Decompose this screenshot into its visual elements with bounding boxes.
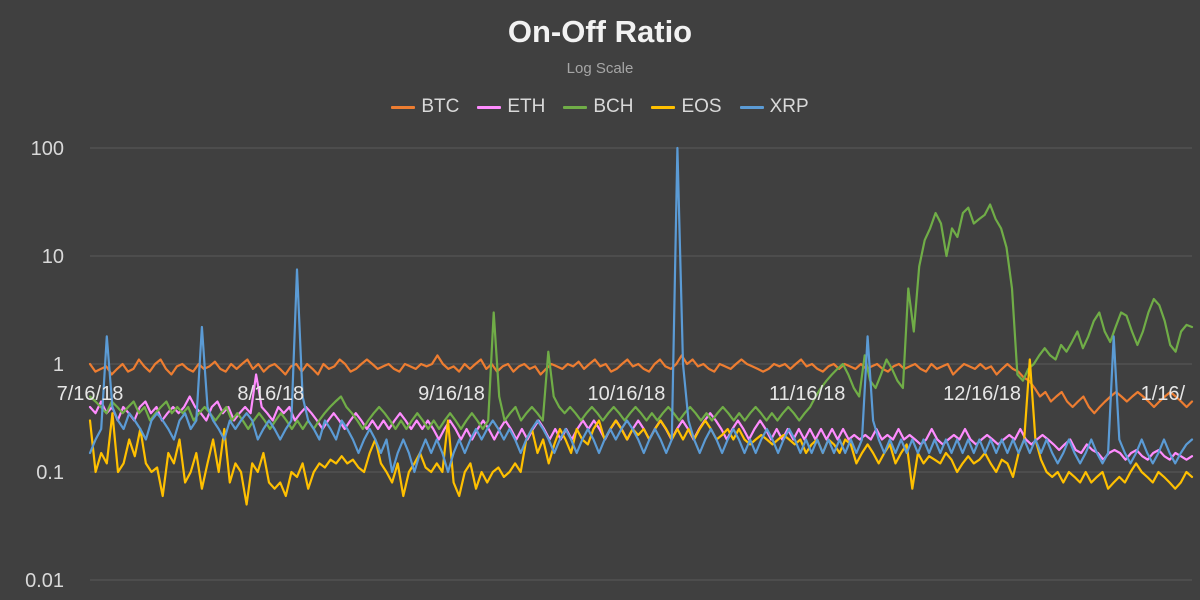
x-tick-label: 11/16/18: [769, 383, 845, 405]
y-tick-label: 100: [31, 138, 64, 160]
legend-item-eos: EOS: [651, 96, 722, 118]
series-line-eth: [88, 373, 1194, 461]
legend-label-xrp: XRP: [769, 96, 809, 117]
legend-item-eth: ETH: [477, 96, 545, 118]
series-line-btc: [88, 354, 1194, 415]
x-tick-label: 10/16/18: [587, 383, 665, 405]
x-tick-label: 12/16/18: [943, 383, 1021, 405]
x-tick-label: 1/16/: [1141, 383, 1186, 405]
legend-swatch-xrp: [739, 105, 764, 109]
y-tick-label: 0.1: [36, 462, 64, 484]
legend-item-bch: BCH: [563, 96, 633, 118]
y-tick-label: 1: [53, 354, 64, 376]
y-tick-label: 0.01: [25, 570, 64, 592]
series-line-xrp: [88, 146, 1194, 474]
x-tick-label: 9/16/18: [418, 383, 485, 405]
legend-label-bch: BCH: [593, 96, 634, 117]
legend-swatch-eth: [477, 105, 502, 109]
chart-title: On-Off Ratio: [507, 14, 693, 49]
legend-swatch-bch: [563, 105, 588, 109]
series-line-eos: [88, 358, 1194, 506]
x-tick-label: 7/16/18: [57, 383, 124, 405]
legend: BTC ETH BCH EOS XRP: [0, 96, 1200, 118]
gridlines: [90, 147, 1192, 581]
legend-label-eth: ETH: [507, 96, 546, 117]
x-tick-label: 8/16/18: [237, 383, 304, 405]
y-tick-label: 10: [42, 246, 64, 268]
x-tick-labels: 7/16/18 8/16/18 9/16/18 10/16/18 11/16/18 12/…: [57, 383, 1186, 405]
legend-label-eos: EOS: [681, 96, 722, 117]
series-lines: [88, 146, 1194, 506]
y-tick-labels: 0.01 0.1 1 10 100: [25, 138, 64, 592]
series-line-bch: [88, 203, 1194, 431]
legend-item-btc: BTC: [391, 96, 459, 118]
chart-subtitle: Log Scale: [566, 60, 634, 77]
legend-label-btc: BTC: [421, 96, 460, 117]
legend-swatch-eos: [651, 105, 676, 109]
legend-swatch-btc: [391, 105, 416, 109]
legend-item-xrp: XRP: [739, 96, 809, 118]
